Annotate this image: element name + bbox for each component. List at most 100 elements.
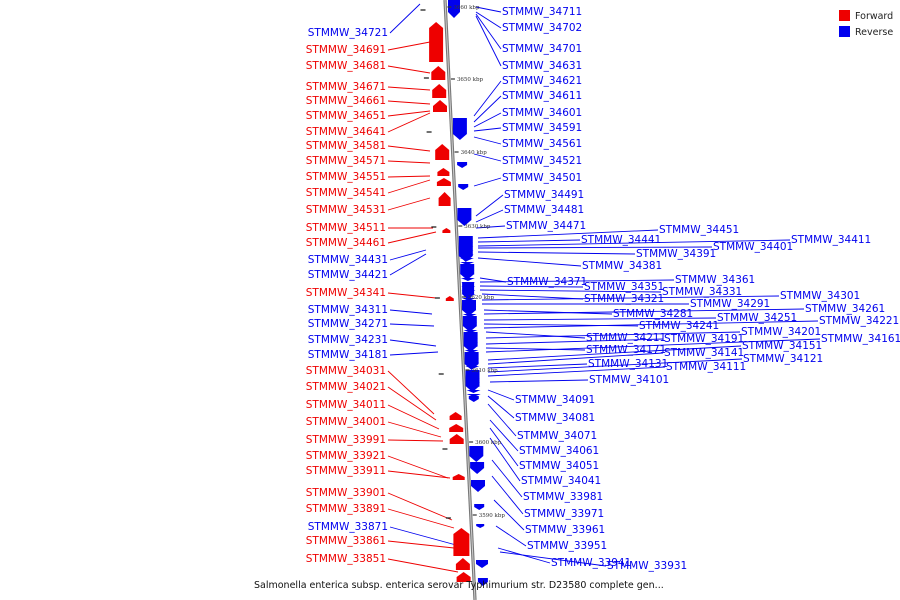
leader-lines: [387, 3, 821, 573]
reverse-leader-line: [473, 80, 502, 117]
forward-gene-label: STMMW_34651: [306, 110, 386, 122]
reverse-gene-label: STMMW_34261: [805, 303, 885, 315]
reverse-gene-label: STMMW_33931: [607, 560, 687, 572]
reverse-gene-label: STMMW_34441: [581, 234, 661, 246]
forward-leader-line: [387, 540, 455, 549]
forward-gene-arrow: [445, 296, 454, 301]
reverse-gene-label: STMMW_34631: [502, 60, 582, 72]
reverse-leader-line: [475, 225, 506, 229]
reverse-gene-label: STMMW_34231: [308, 334, 388, 346]
reverse-gene-label: STMMW_34321: [584, 293, 664, 305]
reverse-gene-arrow: [470, 462, 485, 474]
reverse-gene-label: STMMW_34451: [659, 224, 739, 236]
genome-caption: Salmonella enterica subsp. enterica sero…: [254, 580, 664, 591]
tick-label: 3590 kbp: [479, 513, 506, 519]
reverse-gene-label: STMMW_34081: [515, 412, 595, 424]
reverse-gene-label: STMMW_34702: [502, 22, 582, 34]
reverse-gene-label: STMMW_34281: [613, 308, 693, 320]
forward-leader-line: [387, 41, 431, 51]
forward-leader-line: [387, 421, 442, 438]
reverse-gene-arrow: [466, 386, 481, 389]
forward-gene-label: STMMW_34691: [306, 44, 386, 56]
reverse-leader-line: [475, 13, 502, 50]
reverse-leader-line: [495, 525, 527, 547]
forward-gene-label: STMMW_34571: [306, 155, 386, 167]
reverse-leader-line: [479, 285, 584, 288]
reverse-leader-line: [473, 95, 502, 123]
forward-gene-arrow: [436, 178, 451, 186]
reverse-gene-arrow: [466, 390, 481, 393]
forward-gene-arrow: [433, 100, 447, 112]
forward-gene-arrow: [453, 528, 470, 556]
reverse-gene-label: STMMW_34241: [639, 320, 719, 332]
forward-gene-arrow: [435, 144, 450, 160]
reverse-gene-arrow: [476, 524, 485, 528]
forward-gene-label: STMMW_33921: [306, 450, 386, 462]
reverse-leader-line: [473, 112, 502, 128]
reverse-gene-label: STMMW_34071: [517, 430, 597, 442]
reverse-leader-line: [389, 253, 427, 276]
reverse-gene-label: STMMW_33941: [551, 557, 631, 569]
forward-gene-arrow: [431, 66, 446, 80]
forward-gene-label: STMMW_34031: [306, 365, 386, 377]
forward-gene-label: STMMW_34531: [306, 204, 386, 216]
reverse-gene-arrow: [471, 480, 485, 492]
reverse-leader-line: [489, 419, 519, 452]
reverse-leader-line: [489, 427, 519, 467]
reverse-gene-arrow: [477, 578, 488, 586]
reverse-leader-line: [473, 127, 502, 132]
reverse-gene-label: STMMW_34391: [636, 248, 716, 260]
reverse-leader-line: [475, 209, 504, 223]
forward-leader-line: [387, 470, 451, 479]
reverse-gene-label: STMMW_34591: [502, 122, 582, 134]
reverse-leader-line: [487, 363, 588, 369]
forward-gene-label: STMMW_34541: [306, 187, 386, 199]
reverse-leader-line: [485, 338, 821, 353]
forward-leader-line: [387, 110, 431, 117]
reverse-gene-label: STMMW_34211: [586, 332, 666, 344]
forward-gene-label: STMMW_34001: [306, 416, 386, 428]
reverse-leader-line: [477, 246, 713, 249]
reverse-gene-label: STMMW_34131: [588, 358, 668, 370]
legend-forward-label: Forward: [855, 11, 893, 22]
reverse-gene-arrow: [466, 382, 481, 385]
reverse-leader-line: [485, 331, 741, 339]
reverse-leader-line: [487, 352, 664, 365]
reverse-gene-label: STMMW_33971: [524, 508, 604, 520]
reverse-leader-line: [487, 403, 517, 437]
gene-features: [429, 0, 488, 586]
reverse-swatch: [839, 26, 850, 37]
reverse-gene-arrow: [464, 358, 479, 361]
forward-leader-line: [387, 86, 431, 91]
reverse-leader-line: [477, 239, 581, 243]
reverse-leader-line: [485, 338, 664, 345]
reverse-gene-label: STMMW_34331: [662, 286, 742, 298]
forward-leader-line: [387, 112, 431, 133]
reverse-gene-arrow: [462, 314, 477, 317]
reverse-gene-label: STMMW_34111: [666, 361, 746, 373]
reverse-gene-arrow: [465, 370, 480, 373]
reverse-gene-arrow: [461, 282, 476, 285]
reverse-gene-label: STMMW_34181: [308, 349, 388, 361]
reverse-gene-arrow: [464, 346, 479, 349]
forward-gene-label: STMMW_34671: [306, 81, 386, 93]
reverse-leader-line: [499, 551, 607, 567]
forward-gene-label: STMMW_34021: [306, 381, 386, 393]
forward-leader-line: [387, 508, 455, 529]
reverse-leader-line: [389, 526, 457, 546]
forward-swatch: [839, 10, 850, 21]
reverse-leader-line: [475, 194, 504, 217]
reverse-gene-arrow: [459, 242, 474, 245]
forward-gene-arrow: [456, 572, 471, 582]
forward-gene-arrow: [438, 192, 451, 206]
forward-leader-line: [387, 455, 449, 479]
reverse-leader-line: [485, 347, 586, 351]
reverse-gene-label: STMMW_34271: [308, 318, 388, 330]
backbone-highlight: [444, 0, 476, 600]
forward-leader-line: [387, 160, 431, 164]
reverse-leader-line: [483, 320, 819, 329]
reverse-gene-label: STMMW_34611: [502, 90, 582, 102]
reverse-gene-arrow: [464, 352, 479, 370]
forward-gene-label: STMMW_34581: [306, 140, 386, 152]
reverse-gene-label: STMMW_34221: [819, 315, 899, 327]
